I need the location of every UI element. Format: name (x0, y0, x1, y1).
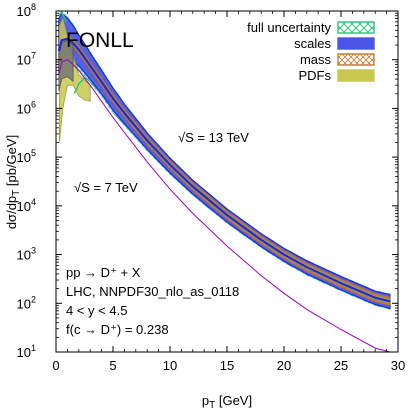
y-tick-base: 10 (17, 150, 31, 165)
x-axis-label: pT [GeV] (202, 393, 252, 411)
y-tick-exp: 7 (31, 51, 36, 61)
legend-label: mass (300, 52, 332, 67)
y-tick-exp: 3 (31, 246, 36, 256)
annotation-pdf-set: LHC, NNPDF30_nlo_as_0118 (66, 284, 239, 299)
legend-label: scales (294, 36, 331, 51)
y-tick-base: 10 (17, 296, 31, 311)
x-tick-label: 0 (52, 358, 59, 373)
legend-swatch (337, 37, 375, 50)
annotation-process: pp → D⁺ + X (66, 265, 141, 280)
y-tick-exp: 4 (31, 197, 36, 207)
y-tick-exp: 8 (31, 2, 36, 12)
y-tick-label: 104 (17, 197, 36, 214)
legend-label: full uncertainty (247, 20, 331, 35)
annotation-energy-7: √S = 7 TeV (74, 180, 138, 195)
y-tick-label: 102 (17, 294, 36, 311)
y-tick-label: 106 (17, 99, 36, 116)
y-tick-exp: 6 (31, 99, 36, 109)
y-tick-label: 107 (17, 51, 36, 68)
annotation-rapidity: 4 < y < 4.5 (66, 303, 127, 318)
y-tick-base: 10 (17, 199, 31, 214)
annotation-energy-13: √S = 13 TeV (178, 130, 249, 145)
x-tick-label: 30 (391, 358, 405, 373)
legend-swatch (337, 69, 375, 82)
y-axis-label: dσ/dpT [pb/GeV] (4, 135, 22, 229)
line-13tev-central (57, 37, 391, 303)
band-13tev-scales (58, 12, 391, 310)
y-tick-base: 10 (17, 248, 31, 263)
x-tick-label: 20 (277, 358, 291, 373)
annotation-fragmentation: f(c → D⁺) = 0.238 (66, 322, 169, 337)
y-tick-base: 10 (17, 4, 31, 19)
band-7tev-core (58, 39, 74, 92)
lines-layer (57, 11, 391, 352)
y-tick-base: 10 (17, 101, 31, 116)
y-tick-exp: 5 (31, 148, 36, 158)
y-tick-label: 105 (17, 148, 36, 165)
x-tick-label: 5 (109, 358, 116, 373)
y-tick-label: 108 (17, 2, 36, 19)
x-tick-label: 10 (163, 358, 177, 373)
x-tick-label: 25 (334, 358, 348, 373)
y-tick-base: 10 (17, 53, 31, 68)
y-tick-exp: 2 (31, 294, 36, 304)
y-tick-label: 103 (17, 246, 36, 263)
y-tick-exp: 1 (31, 343, 36, 353)
line-7tev-full-edge (73, 77, 91, 95)
line-13tev-full-edge (57, 11, 67, 23)
chart-title: FONLL (66, 29, 134, 52)
y-tick-label: 101 (17, 343, 36, 360)
legend-swatch (337, 53, 375, 66)
line-7tev-central (58, 59, 391, 352)
legend-swatch (337, 21, 375, 34)
ticks-layer (55, 10, 399, 353)
x-tick-label: 15 (220, 358, 234, 373)
y-tick-base: 10 (17, 345, 31, 360)
legend-label: PDFs (299, 68, 332, 83)
